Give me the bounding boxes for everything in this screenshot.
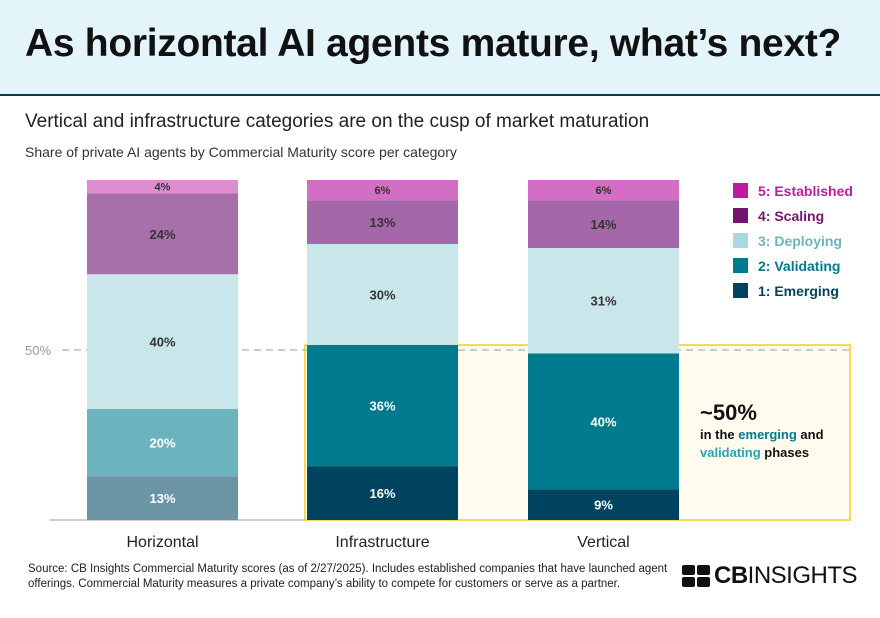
note-text: phases xyxy=(760,445,810,460)
data-label: 14% xyxy=(590,217,616,232)
note-text: in the xyxy=(700,427,739,442)
stacked-bar-chart: Horizontal Infrastructure Vertical 50% 13% 20… xyxy=(25,180,851,551)
legend-swatch xyxy=(733,208,748,223)
data-label: 9% xyxy=(594,498,613,513)
legend-item: 3: Deploying xyxy=(733,228,853,253)
note-validating: validating xyxy=(700,445,761,460)
legend-label: 1: Emerging xyxy=(758,282,839,299)
header-band xyxy=(0,0,880,96)
legend-label: 2: Validating xyxy=(758,257,841,274)
category-label: Horizontal xyxy=(126,534,198,551)
category-label: Infrastructure xyxy=(335,534,429,551)
reference-line-label: 50% xyxy=(25,343,51,358)
note-headline: ~50% xyxy=(700,400,757,425)
bar-segment xyxy=(307,200,458,244)
data-label: 13% xyxy=(149,491,175,506)
bar-segment xyxy=(307,243,458,345)
bar-segment xyxy=(307,344,458,467)
bar-segment xyxy=(307,466,458,520)
data-label: 4% xyxy=(155,182,171,194)
data-label: 20% xyxy=(149,436,175,451)
note-emerging: emerging xyxy=(738,427,797,442)
logo-insights: INSIGHTS xyxy=(747,562,858,589)
data-label: 6% xyxy=(375,185,391,197)
source-note: Source: CB Insights Commercial Maturity … xyxy=(28,563,668,590)
page-title: As horizontal AI agents mature, what’s n… xyxy=(25,22,842,65)
legend-swatch xyxy=(733,233,748,248)
data-label: 40% xyxy=(149,335,175,350)
data-label: 24% xyxy=(149,227,175,242)
legend-swatch xyxy=(733,283,748,298)
bar-segment xyxy=(87,274,238,409)
chart-title: Share of private AI agents by Commercial… xyxy=(25,144,457,160)
bar-segment xyxy=(87,476,238,520)
bar-segment xyxy=(87,180,238,194)
chart-subtitle: Vertical and infrastructure categories a… xyxy=(25,111,650,132)
logo-mark-icon xyxy=(682,565,710,587)
bar-segment xyxy=(528,180,679,201)
data-label: 16% xyxy=(369,486,395,501)
legend-item: 1: Emerging xyxy=(733,278,853,303)
bar-segment xyxy=(87,193,238,275)
bar-segment xyxy=(528,489,679,520)
logo-cb: CB xyxy=(714,562,748,589)
legend-item: 4: Scaling xyxy=(733,203,853,228)
bar-segment xyxy=(528,353,679,490)
legend-label: 3: Deploying xyxy=(758,232,843,249)
cb-insights-logo: CBINSIGHTS xyxy=(682,562,858,590)
bar-segment xyxy=(87,408,238,477)
highlight-note: ~50% in the emerging and validating phase… xyxy=(700,400,850,462)
bar-segment xyxy=(528,248,679,354)
legend-label: 4: Scaling xyxy=(758,207,825,224)
legend-item: 5: Established xyxy=(733,178,853,203)
data-label: 30% xyxy=(369,287,395,302)
category-label: Vertical xyxy=(577,534,629,551)
bar-segment xyxy=(307,180,458,201)
data-label: 13% xyxy=(369,215,395,230)
data-label: 40% xyxy=(590,414,616,429)
note-text: and xyxy=(796,427,824,442)
legend: 5: Established 4: Scaling 3: Deploying 2: V… xyxy=(733,178,853,303)
data-label: 6% xyxy=(596,185,612,197)
legend-swatch xyxy=(733,258,748,273)
legend-label: 5: Established xyxy=(758,182,853,199)
bar-segment xyxy=(528,200,679,248)
data-label: 36% xyxy=(369,399,395,414)
data-label: 31% xyxy=(590,294,616,309)
legend-swatch xyxy=(733,183,748,198)
legend-item: 2: Validating xyxy=(733,253,853,278)
